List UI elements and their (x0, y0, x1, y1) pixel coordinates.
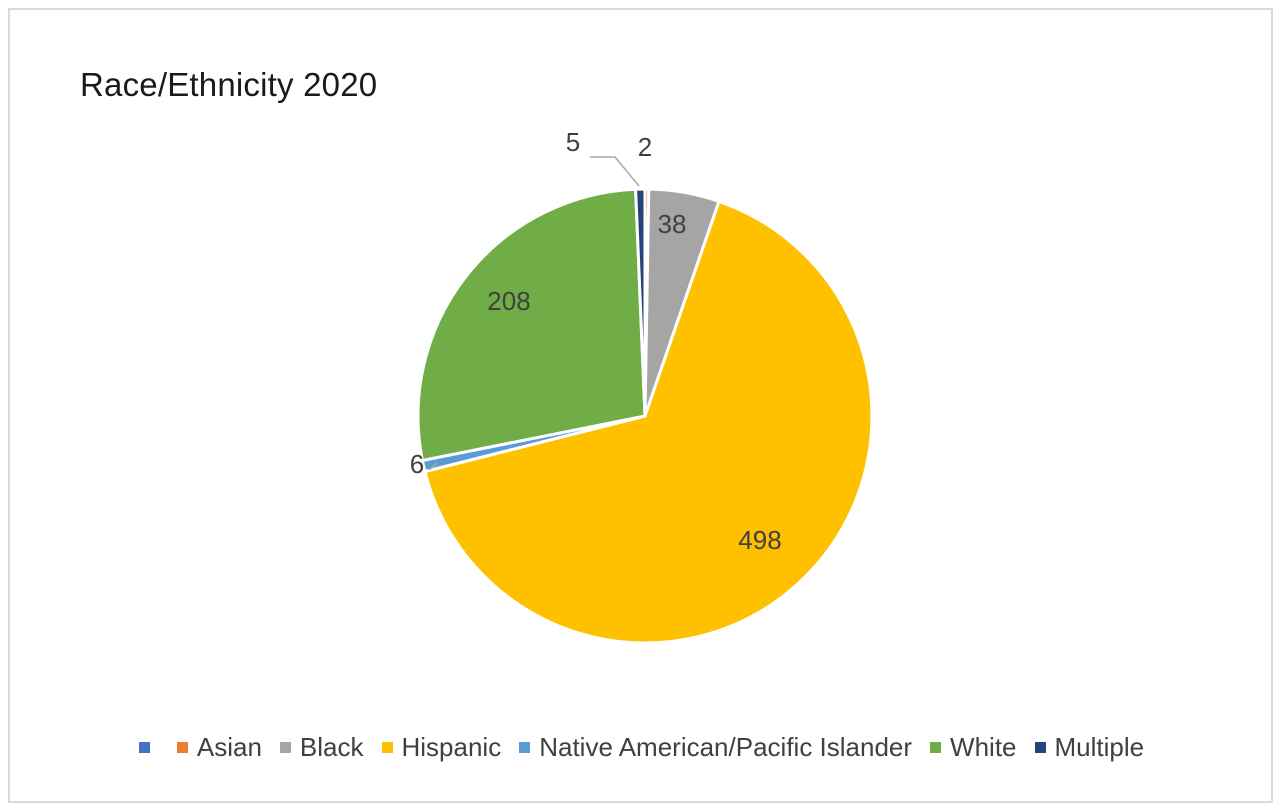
legend-label: Black (299, 732, 364, 762)
legend-label: Asian (196, 732, 262, 762)
legend-item-multiple: Multiple (1034, 732, 1145, 763)
legend-item-asian: Asian (176, 732, 262, 763)
pie-slice-white (416, 187, 647, 462)
data-label-multiple: 5 (566, 127, 580, 157)
legend-item-white: White (930, 732, 1017, 763)
legend-swatch (930, 742, 942, 753)
legend-item-native-american-pacific-islander: Native American/Pacific Islander (519, 732, 912, 763)
legend-swatch (519, 742, 531, 753)
data-label-asian: 2 (638, 132, 652, 162)
pie-slice-multiple (634, 187, 647, 418)
legend-swatch (176, 742, 188, 753)
legend-item-black: Black (279, 732, 364, 763)
leader-line-multiple (590, 156, 640, 187)
legend-label: Multiple (1054, 732, 1145, 762)
data-label-white: 208 (487, 286, 530, 316)
leader-line-native-american-pacific-islander (428, 462, 438, 471)
data-label-black: 38 (658, 209, 687, 239)
pie-slice-hispanic (423, 199, 874, 645)
legend-swatch (138, 742, 150, 753)
legend-label: Native American/Pacific Islander (539, 732, 913, 762)
legend-item-hispanic: Hispanic (381, 732, 502, 763)
legend-swatch (279, 742, 291, 753)
data-label-hispanic: 498 (738, 525, 781, 555)
legend-swatch (381, 742, 393, 753)
data-label-native-american-pacific-islander: 6 (410, 449, 424, 479)
legend-item-unnamed (138, 742, 159, 753)
chart-title: Race/Ethnicity 2020 (80, 66, 378, 103)
legend-swatch (1034, 742, 1046, 753)
legend: Asian Black Hispanic Native American/Pacifi… (0, 732, 1283, 763)
legend-label: White (950, 732, 1017, 762)
legend-label: Hispanic (401, 732, 502, 762)
